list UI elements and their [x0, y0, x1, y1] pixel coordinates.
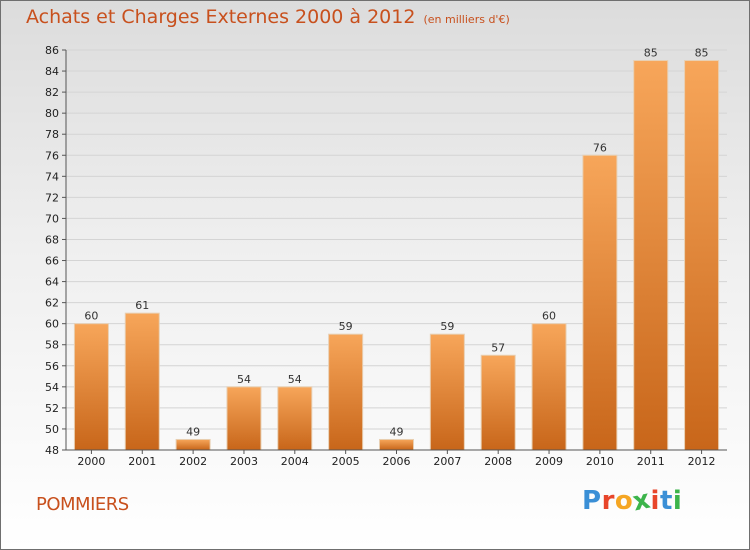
y-tick-label: 82: [45, 86, 59, 99]
logo-letter: P: [582, 486, 602, 516]
data-label: 60: [84, 310, 98, 323]
x-tick-label: 2005: [332, 455, 360, 468]
proxiti-logo: Proxiti: [582, 485, 683, 518]
y-tick-label: 76: [45, 149, 59, 162]
y-tick-label: 70: [45, 212, 59, 225]
y-tick-label: 86: [45, 44, 59, 57]
bar: [124, 312, 160, 451]
bar: [175, 438, 211, 451]
bar: [633, 60, 669, 451]
x-tick-label: 2008: [484, 455, 512, 468]
bar: [226, 386, 262, 451]
y-tick-label: 80: [45, 107, 59, 120]
x-tick-label: 2010: [586, 455, 614, 468]
logo-letter: o: [614, 486, 634, 516]
bar: [379, 438, 414, 451]
bars: [73, 60, 720, 451]
x-tick-label: 2009: [535, 455, 563, 468]
y-tick-label: 84: [45, 65, 59, 78]
data-label: 59: [440, 320, 454, 333]
bar: [684, 60, 720, 451]
data-label: 57: [491, 341, 505, 354]
y-tick-label: 66: [45, 255, 59, 268]
x-tick-label: 2000: [77, 455, 105, 468]
data-labels: 60 61 49 54 54 59 49 59 57 60 76 85 85: [84, 47, 708, 439]
y-tick-label: 52: [45, 402, 59, 415]
bar: [73, 323, 109, 451]
y-tick-label: 48: [45, 444, 59, 457]
data-label: 60: [542, 310, 556, 323]
y-tick-label: 74: [45, 170, 59, 183]
x-tick-label: 2003: [230, 455, 258, 468]
x-tick-label: 2004: [281, 455, 309, 468]
y-tick-label: 50: [45, 423, 59, 436]
y-tick-label: 60: [45, 318, 59, 331]
logo-letter: i: [650, 486, 660, 516]
title-text: Achats et Charges Externes 2000 à 2012: [26, 6, 416, 28]
gridlines: [66, 49, 727, 451]
y-tick-label: 68: [45, 233, 59, 246]
y-tick-label: 72: [45, 191, 59, 204]
x-tick-label: 2001: [128, 455, 156, 468]
bar: [277, 386, 313, 451]
commune-name: POMMIERS: [36, 494, 129, 515]
unit-label: (en milliers d'€): [423, 13, 510, 26]
x-tick-label: 2012: [688, 455, 716, 468]
bar: [328, 333, 364, 451]
data-label: 85: [695, 47, 709, 60]
x-tick-label: 2002: [179, 455, 207, 468]
data-label: 49: [186, 425, 200, 438]
y-tick-label: 54: [45, 381, 59, 394]
bar: [531, 323, 567, 451]
logo-letter: i: [672, 486, 683, 516]
bar: [429, 333, 465, 451]
logo-letter: t: [659, 486, 673, 516]
data-label: 76: [593, 141, 607, 154]
y-tick-label: 58: [45, 339, 59, 352]
data-label: 54: [237, 373, 251, 386]
x-tick-label: 2011: [637, 455, 665, 468]
data-label: 59: [339, 320, 353, 333]
logo-letter: r: [601, 486, 615, 516]
data-label: 85: [644, 47, 658, 60]
chart-title: Achats et Charges Externes 2000 à 2012 (e…: [26, 6, 510, 28]
y-tick-label: 78: [45, 128, 59, 141]
bar: [480, 354, 516, 451]
y-tick-label: 64: [45, 276, 59, 289]
data-label: 61: [135, 299, 149, 312]
y-tick-label: 62: [45, 297, 59, 310]
axes: 48 50 52 54 56 58 60 62 64 66 68 70 72 74 76 78 80 82 84 86…: [45, 44, 727, 468]
y-tick-label: 56: [45, 360, 59, 373]
bar: [582, 154, 618, 451]
data-label: 49: [390, 425, 404, 438]
x-tick-label: 2006: [383, 455, 411, 468]
x-tick-label: 2007: [433, 455, 461, 468]
data-label: 54: [288, 373, 302, 386]
